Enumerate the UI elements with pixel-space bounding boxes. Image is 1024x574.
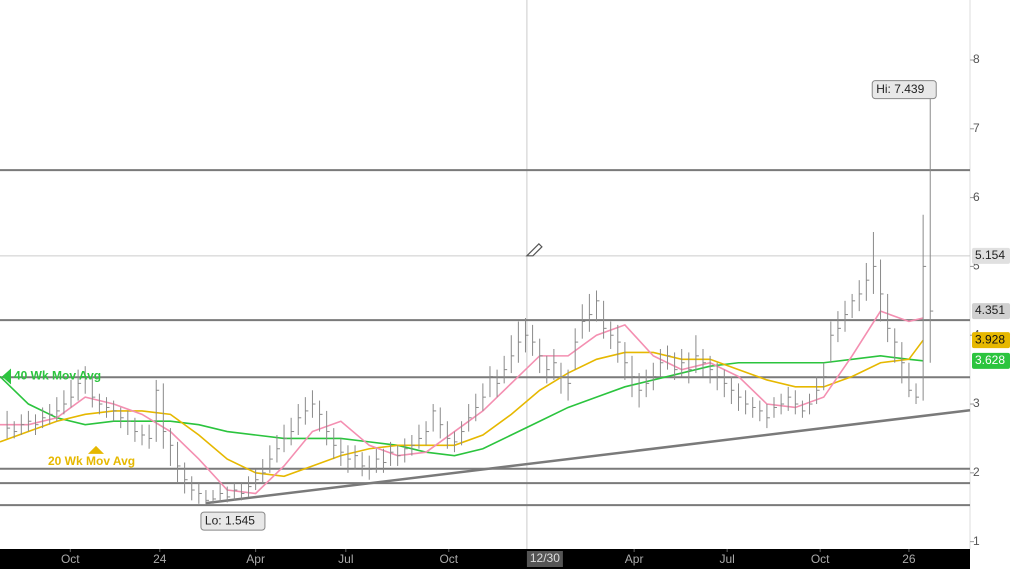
x-tick-label: Jul — [338, 552, 353, 566]
pencil-icon — [525, 242, 543, 257]
y-tick-label: 5 — [973, 259, 980, 273]
y-tick-label: 8 — [973, 52, 980, 66]
trendline — [205, 408, 971, 505]
x-tick-label: Oct — [61, 552, 80, 566]
x-tick-label: Apr — [625, 552, 644, 566]
x-axis-band — [0, 549, 970, 569]
x-tick-label: Oct — [439, 552, 458, 566]
x-tick-label: Oct — [811, 552, 830, 566]
x-tick-label: Jul — [719, 552, 734, 566]
y-tick-label: 7 — [973, 121, 980, 135]
legend-label: 40 Wk Mov Avg — [14, 369, 101, 383]
x-tick-label: Apr — [246, 552, 265, 566]
legend-marker — [2, 368, 11, 385]
value-tag — [972, 352, 1010, 369]
value-tag — [972, 332, 1010, 349]
y-tick-label: 3 — [973, 396, 980, 410]
value-tag-label: 3.628 — [975, 353, 1005, 367]
value-tag — [972, 247, 1010, 264]
annotation-box — [200, 511, 266, 531]
y-tick-label: 1 — [973, 534, 980, 548]
annotation-label: Lo: 1.545 — [205, 513, 255, 527]
y-tick-label: 6 — [973, 190, 980, 204]
value-tag-label: 3.928 — [975, 332, 1005, 346]
value-tag — [972, 303, 1010, 320]
crosshair-x-label: 12/30 — [530, 551, 560, 565]
value-tag-label: 5.154 — [975, 248, 1005, 262]
annotation-label: Hi: 7.439 — [876, 82, 924, 96]
crosshair-x-box — [526, 551, 563, 567]
annotation-box — [871, 80, 937, 100]
x-tick-label: 24 — [153, 552, 167, 566]
legend-marker — [88, 445, 104, 454]
value-tag-label: 4.351 — [975, 303, 1005, 317]
legend-label: 20 Wk Mov Avg — [48, 454, 135, 468]
y-tick-label: 2 — [973, 465, 980, 479]
x-tick-label: 26 — [902, 552, 916, 566]
